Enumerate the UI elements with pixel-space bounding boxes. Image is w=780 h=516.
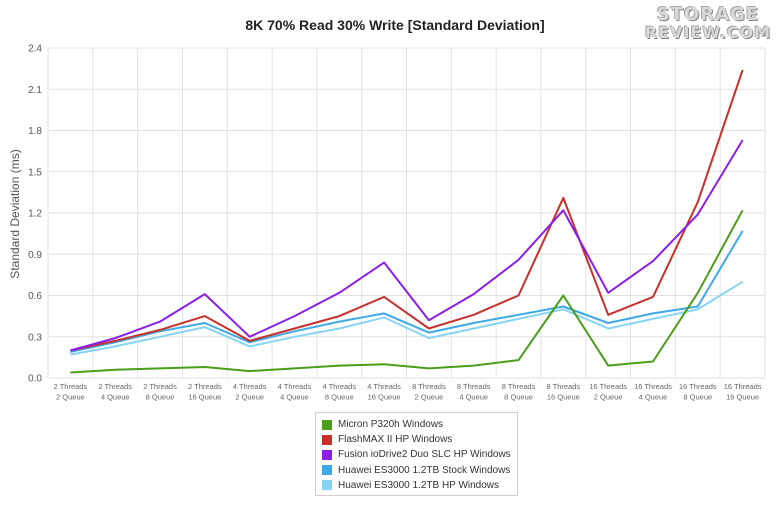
legend-label: Micron P320h Windows [338,419,444,431]
legend-swatch [322,465,332,476]
y-tick-label: 1.5 [28,167,42,178]
x-tick-label: 2 Threads [143,382,177,391]
logo-line-1: STORAGE [656,4,760,25]
legend: Micron P320h Windows FlashMAX II HP Windo… [315,412,518,496]
x-tick-label: 4 Threads [233,382,267,391]
y-tick-label: 1.8 [28,126,42,137]
series-line-4 [70,280,744,356]
legend-item: Huawei ES3000 1.2TB Stock Windows [322,463,511,478]
x-tick-label: 4 Threads [367,382,401,391]
y-tick-label: 2.1 [28,85,42,96]
x-tick-label: 8 Threads [547,382,581,391]
legend-item: FlashMAX II HP Windows [322,432,511,447]
x-tick-label: 16 Threads [634,382,672,391]
x-tick-label: 2 Queue [235,393,264,402]
y-tick-label: 1.2 [28,209,42,220]
x-tick-label: 4 Queue [280,393,309,402]
series-line-2 [70,139,744,352]
legend-label: FlashMAX II HP Windows [338,434,453,446]
y-tick-label: 0.6 [28,291,42,302]
x-tick-label: 2 Queue [594,393,623,402]
x-tick-label: 8 Threads [457,382,491,391]
x-tick-label: 2 Queue [56,393,85,402]
x-tick-label: 8 Threads [502,382,536,391]
x-tick-label: 4 Threads [322,382,356,391]
x-tick-label: 16 Threads [679,382,717,391]
x-tick-label: 8 Queue [683,393,712,402]
legend-item: Fusion ioDrive2 Duo SLC HP Windows [322,447,511,462]
legend-item: Micron P320h Windows [322,417,511,432]
storagereview-logo: STORAGE REVIEW.COM [644,6,772,44]
x-tick-label: 8 Threads [412,382,446,391]
series-line-1 [70,69,744,352]
x-tick-label: 16 Threads [589,382,627,391]
y-tick-labels: 0.0 0.3 0.6 0.9 1.2 1.5 1.8 2.1 2.4 [28,44,42,385]
y-tick-label: 2.4 [28,44,42,55]
legend-label: Huawei ES3000 1.2TB Stock Windows [338,464,511,476]
legend-swatch [322,434,332,445]
legend-swatch [322,480,332,491]
x-tick-label: 16 Queue [188,393,221,402]
y-tick-label: 0.0 [28,374,42,385]
series-line-0 [70,209,744,374]
series-line-3 [70,230,744,353]
y-axis-label: Standard Deviation (ms) [8,149,22,278]
x-tick-label: 8 Queue [146,393,175,402]
x-tick-label: 8 Queue [325,393,354,402]
legend-label: Fusion ioDrive2 Duo SLC HP Windows [338,449,511,461]
x-tick-label: 4 Queue [639,393,668,402]
series-lines [70,69,744,374]
legend-label: Huawei ES3000 1.2TB HP Windows [338,479,500,491]
legend-item: Huawei ES3000 1.2TB HP Windows [322,478,511,493]
y-tick-label: 0.3 [28,332,42,343]
x-tick-label: 4 Queue [101,393,130,402]
x-tick-label: 16 Threads [724,382,762,391]
x-tick-label: 2 Threads [54,382,88,391]
x-tick-label: 4 Queue [459,393,488,402]
chart-title: 8K 70% Read 30% Write [Standard Deviatio… [245,17,544,33]
x-tick-labels: 2 Threads 2 Queue 2 Threads 4 Queue 2 Thread… [54,382,762,402]
x-tick-label: 2 Threads [98,382,132,391]
x-tick-label: 16 Queue [726,393,759,402]
gridlines [47,47,766,379]
logo-line-2: REVIEW.COM [644,23,772,42]
legend-swatch [322,419,332,430]
x-tick-label: 16 Queue [368,393,401,402]
x-tick-label: 8 Queue [504,393,533,402]
x-tick-label: 16 Queue [547,393,580,402]
x-tick-label: 2 Threads [188,382,222,391]
legend-swatch [322,449,332,460]
y-tick-label: 0.9 [28,250,42,261]
x-tick-label: 4 Threads [278,382,312,391]
x-tick-label: 2 Queue [415,393,444,402]
